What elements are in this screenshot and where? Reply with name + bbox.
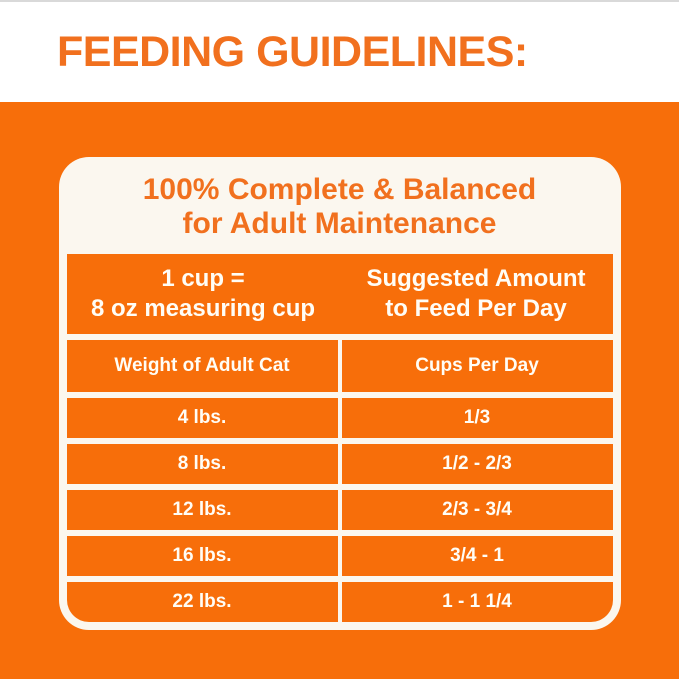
table-row: 16 lbs. 3/4 - 1 bbox=[66, 536, 613, 576]
table-row: 8 lbs. 1/2 - 2/3 bbox=[66, 444, 613, 484]
table-row: 4 lbs. 1/3 bbox=[66, 398, 613, 438]
suggested-amount-heading: Suggested Amount to Feed Per Day bbox=[340, 264, 613, 324]
weight-cell: 4 lbs. bbox=[66, 398, 338, 438]
intro-row: 1 cup = 8 oz measuring cup Suggested Amo… bbox=[66, 254, 613, 334]
page-title: FEEDING GUIDELINES: bbox=[57, 27, 528, 76]
cups-cell: 1/2 - 2/3 bbox=[341, 444, 613, 484]
cups-cell: 3/4 - 1 bbox=[341, 536, 613, 576]
suggested-amount-line1: Suggested Amount bbox=[366, 265, 586, 292]
guidelines-card: 100% Complete & Balanced for Adult Maint… bbox=[58, 157, 621, 630]
title-band: FEEDING GUIDELINES: bbox=[0, 0, 679, 102]
table-row: 22 lbs. 1 - 1 1/4 bbox=[66, 582, 613, 622]
table-row: 12 lbs. 2/3 - 3/4 bbox=[66, 490, 613, 530]
card-heading-line1: 100% Complete & Balanced bbox=[142, 172, 537, 206]
cup-definition-line2: 8 oz measuring cup bbox=[90, 295, 316, 322]
weight-cell: 12 lbs. bbox=[66, 490, 338, 530]
column-header-weight: Weight of Adult Cat bbox=[66, 340, 338, 392]
cup-definition: 1 cup = 8 oz measuring cup bbox=[67, 264, 340, 324]
orange-background: 100% Complete & Balanced for Adult Maint… bbox=[0, 102, 679, 679]
column-header-row: Weight of Adult Cat Cups Per Day bbox=[66, 340, 613, 392]
card-heading-line2: for Adult Maintenance bbox=[182, 206, 497, 240]
suggested-amount-line2: to Feed Per Day bbox=[385, 295, 567, 322]
cup-definition-line1: 1 cup = bbox=[161, 265, 245, 292]
column-header-cups: Cups Per Day bbox=[341, 340, 613, 392]
cups-cell: 2/3 - 3/4 bbox=[341, 490, 613, 530]
cups-cell: 1/3 bbox=[341, 398, 613, 438]
card-heading: 100% Complete & Balanced for Adult Maint… bbox=[67, 165, 613, 248]
cups-cell: 1 - 1 1/4 bbox=[341, 582, 613, 622]
weight-cell: 16 lbs. bbox=[66, 536, 338, 576]
weight-cell: 8 lbs. bbox=[66, 444, 338, 484]
weight-cell: 22 lbs. bbox=[66, 582, 338, 622]
